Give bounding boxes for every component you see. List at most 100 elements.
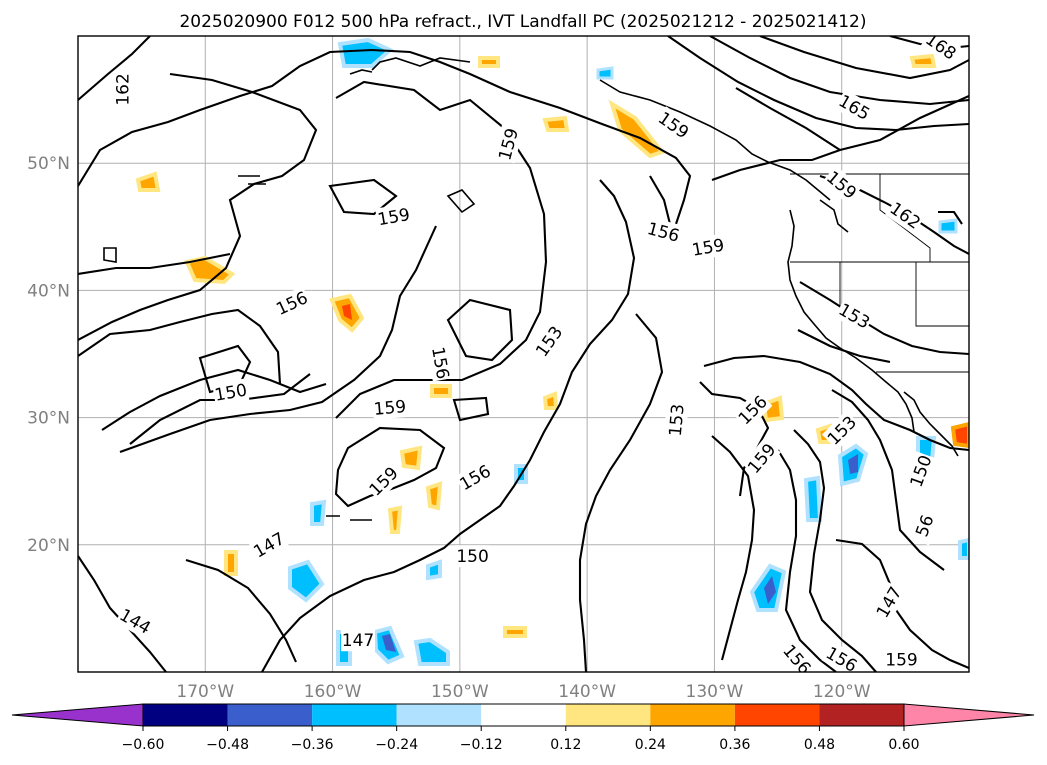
- colorbar-tick-label: 0.48: [804, 737, 835, 753]
- ivt-positive-area: [542, 115, 570, 132]
- latitude-tick-label: 50°N: [27, 154, 70, 174]
- colorbar-tick-label: −0.12: [460, 737, 503, 753]
- contour-label: 150: [456, 547, 488, 567]
- contour-label-gap: [644, 216, 683, 247]
- contour-label-gap: [212, 378, 250, 406]
- colorbar-segment: [819, 704, 904, 726]
- colorbar-tick-label: −0.60: [122, 737, 165, 753]
- contour-label-gap: [493, 124, 524, 164]
- contour-label-gap: [732, 390, 773, 430]
- ivt-negative-area: [310, 499, 327, 526]
- ivt-positive-area: [542, 391, 559, 410]
- ivt-positive-area: [503, 626, 527, 638]
- contour-label: 147: [342, 631, 374, 651]
- ivt-positive-area: [387, 505, 403, 534]
- ivt-positive-area: [224, 550, 238, 576]
- contour-label-gap: [821, 641, 862, 672]
- contour-label: 162: [114, 73, 134, 105]
- contour-label-gap: [653, 106, 694, 144]
- contour-label-gap: [834, 89, 875, 126]
- contour-label-gap: [371, 394, 408, 420]
- map-frame: [77, 35, 970, 673]
- colorbar-tick-label: −0.24: [375, 737, 418, 753]
- colorbar-segment: [734, 704, 820, 726]
- contour-label-gap: [885, 196, 926, 235]
- ivt-negative-area: [288, 559, 325, 603]
- colorbar-tick-label: −0.36: [291, 737, 334, 753]
- contour-label-gap: [834, 297, 875, 334]
- ivt-positive-area: [478, 56, 500, 68]
- colorbar-over-extension: [903, 703, 1035, 727]
- ivt-negative-area: [764, 576, 776, 604]
- contour-label: 159: [373, 397, 407, 420]
- map-title: 2025020900 F012 500 hPa refract., IVT La…: [179, 12, 866, 32]
- contour-label-gap: [111, 72, 134, 107]
- colorbar-segment: [650, 704, 735, 726]
- ivt-negative-area: [803, 475, 823, 522]
- contour-label-gap: [870, 581, 907, 623]
- contour-label-gap: [363, 461, 404, 501]
- longitude-tick-label: 130°W: [686, 682, 744, 702]
- longitude-tick-label: 150°W: [431, 682, 489, 702]
- longitude-tick-label: 160°W: [304, 682, 362, 702]
- contour-label: 153: [666, 403, 689, 437]
- ivt-negative-area: [848, 454, 858, 474]
- longitude-tick-label: 120°W: [813, 682, 871, 702]
- longitude-tick-label: 140°W: [558, 682, 616, 702]
- colorbar-tick-label: 0.60: [888, 737, 919, 753]
- colorbar-segment: [481, 704, 566, 726]
- contour-label-gap: [271, 285, 312, 321]
- contour-label-gap: [821, 410, 862, 451]
- ivt-negative-area: [382, 634, 396, 652]
- latitude-tick-label: 20°N: [27, 536, 70, 556]
- colorbar-segment: [396, 704, 482, 726]
- ivt-shading: [135, 37, 969, 666]
- colorbar-segment: [312, 704, 397, 726]
- colorbar: −0.60 −0.48 −0.36 −0.24 −0.12 0.12 0.24 0.36 0.4…: [11, 703, 1035, 753]
- contour-label-gap: [115, 603, 156, 640]
- contour-label-gap: [426, 344, 455, 382]
- colorbar-outline: [142, 703, 905, 727]
- latitude-tick-label: 30°N: [27, 409, 70, 429]
- ivt-positive-area: [430, 384, 452, 398]
- latitude-tick-label: 40°N: [27, 281, 70, 301]
- colorbar-tick-label: 0.12: [550, 737, 581, 753]
- contour-label-gap: [884, 648, 919, 671]
- ivt-positive-area: [909, 53, 937, 68]
- ivt-negative-area: [426, 559, 442, 581]
- ivt-negative-area: [596, 66, 614, 80]
- axis-ticks: 170°W 160°W 150°W 140°W 130°W 120°W 20°N 30°N 40…: [27, 154, 871, 702]
- coastlines: [103, 57, 959, 521]
- colorbar-tick-label: 0.36: [719, 737, 750, 753]
- contour-label-gap: [663, 402, 689, 439]
- contour-label-gap: [455, 545, 490, 568]
- colorbar-tick-label: 0.24: [635, 737, 666, 753]
- colorbar-under-extension: [11, 703, 144, 727]
- ivt-positive-area: [399, 445, 423, 471]
- refractivity-contours: [78, 36, 969, 672]
- contour-label-gap: [821, 165, 862, 205]
- contour-label-gap: [908, 505, 941, 546]
- ivt-positive-area: [342, 304, 352, 320]
- ivt-positive-area: [425, 481, 443, 511]
- contour-label-gap: [454, 459, 496, 496]
- contour-label-gap: [248, 526, 290, 563]
- contour-label-gap: [742, 438, 781, 479]
- contour-label-gap: [920, 36, 962, 65]
- contour-label-gap: [341, 629, 376, 652]
- ivt-negative-area: [337, 37, 394, 68]
- contour-label-gap: [777, 639, 817, 672]
- contour-label-gap: [904, 451, 937, 491]
- contour-label: 159: [885, 650, 917, 670]
- colorbar-tick-label: −0.48: [206, 737, 249, 753]
- ivt-positive-area: [135, 171, 161, 192]
- ivt-negative-area: [958, 537, 969, 560]
- contour-label-gap: [375, 202, 413, 231]
- ivt-positive-area: [950, 421, 969, 449]
- colorbar-segment: [227, 704, 313, 726]
- contour-label-gap: [689, 233, 727, 261]
- colorbar-segment: [565, 704, 651, 726]
- longitude-tick-label: 170°W: [176, 682, 234, 702]
- ivt-negative-area: [938, 218, 958, 234]
